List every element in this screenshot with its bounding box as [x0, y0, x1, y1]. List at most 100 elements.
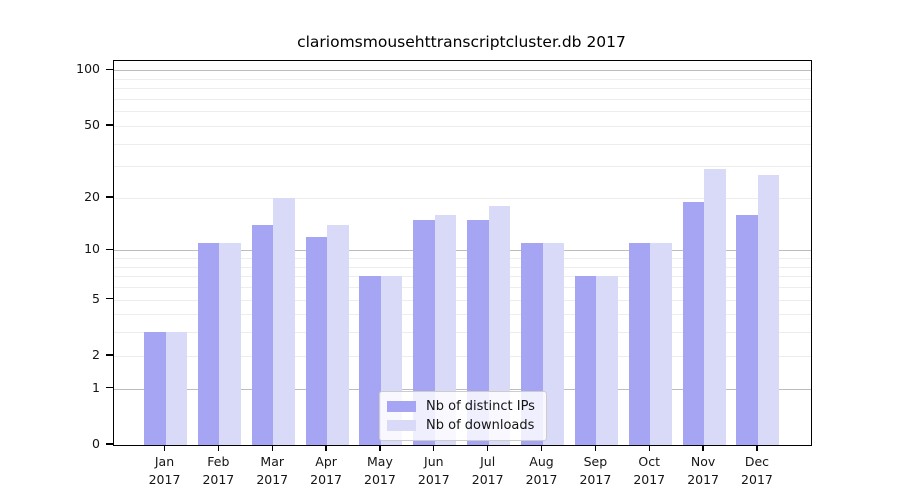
x-tick-month: Aug	[529, 454, 554, 469]
grid-line-minor	[114, 287, 811, 289]
x-tick-month: Nov	[690, 454, 716, 469]
y-axis-tick-label: 1	[92, 379, 100, 395]
x-tick-month: Oct	[638, 454, 661, 469]
bar-distinct-ips-nov	[682, 201, 705, 445]
bar-downloads-sep	[596, 276, 618, 445]
bar-distinct-ips-jul	[467, 219, 489, 445]
x-tick-year: 2017	[364, 472, 396, 487]
grid-line-minor	[114, 266, 811, 268]
x-tick-month: Feb	[207, 454, 230, 469]
x-axis-tick-label: Oct 2017	[617, 453, 681, 489]
grid-line-major	[114, 70, 811, 72]
x-tick-mark	[163, 445, 166, 452]
x-axis-tick-label: Nov 2017	[671, 453, 735, 489]
x-tick-mark	[433, 445, 435, 452]
x-axis-tick-label: Jul 2017	[456, 453, 520, 489]
y-axis-tick-label: 20	[84, 188, 100, 204]
bar-downloads-feb	[219, 243, 241, 445]
x-axis-tick-label: Jan 2017	[133, 453, 197, 489]
bar-downloads-aug	[542, 243, 565, 445]
y-axis-tick-label: 100	[76, 61, 100, 77]
y-tick-mark	[106, 387, 113, 389]
legend-label-distinct-ips: Nb of distinct IPs	[426, 399, 535, 414]
grid-line-minor	[114, 78, 811, 80]
x-tick-year: 2017	[256, 472, 289, 487]
bar-distinct-ips-may	[359, 276, 381, 445]
x-tick-mark	[594, 445, 597, 452]
bar-distinct-ips-sep	[574, 276, 597, 445]
bar-downloads-jan	[165, 332, 187, 445]
x-axis-tick-label: Feb 2017	[186, 453, 250, 489]
x-tick-month: Jun	[424, 454, 444, 469]
y-axis-tick-label: 0	[92, 436, 100, 451]
x-axis-tick-label: Jun 2017	[402, 453, 466, 489]
x-tick-mark	[756, 445, 758, 452]
y-axis-tick-label: 50	[84, 116, 100, 132]
legend-swatch-downloads	[387, 420, 416, 431]
x-tick-year: 2017	[741, 472, 773, 487]
grid-line-minor	[114, 355, 811, 357]
x-tick-year: 2017	[310, 472, 342, 487]
x-tick-month: May	[367, 454, 393, 469]
grid-line-minor	[114, 258, 811, 260]
legend-item-downloads: Nb of downloads	[387, 416, 538, 435]
x-tick-month: Jul	[480, 454, 496, 469]
x-tick-month: Dec	[744, 454, 770, 469]
x-tick-mark	[648, 445, 650, 452]
bar-distinct-ips-apr	[305, 236, 328, 445]
grid-line-minor	[114, 99, 811, 100]
bar-downloads-dec	[757, 174, 780, 445]
grid-line-minor	[114, 125, 811, 127]
grid-line-minor	[114, 143, 811, 145]
grid-line-minor	[114, 276, 811, 278]
x-axis-tick-label: Aug 2017	[510, 453, 574, 489]
x-tick-month: Jan	[154, 454, 175, 469]
y-axis-tick-label: 2	[92, 346, 100, 362]
grid-line-major	[114, 388, 811, 390]
y-tick-mark	[106, 124, 113, 126]
legend-swatch-distinct-ips	[387, 401, 416, 412]
x-tick-year: 2017	[471, 472, 504, 487]
y-tick-mark	[106, 354, 113, 356]
legend: Nb of distinct IPs Nb of downloads	[379, 391, 547, 441]
x-tick-year: 2017	[148, 472, 181, 487]
x-tick-mark	[325, 445, 327, 452]
plot-area	[113, 60, 812, 446]
x-axis-tick-label: Sep 2017	[563, 453, 627, 489]
x-tick-mark	[217, 445, 220, 452]
grid-line-minor	[114, 166, 811, 168]
bar-downloads-nov	[704, 168, 726, 445]
y-axis-tick-label: 5	[92, 290, 100, 306]
x-tick-year: 2017	[633, 472, 666, 487]
x-tick-year: 2017	[579, 472, 612, 487]
y-tick-mark	[106, 68, 113, 71]
x-tick-mark	[271, 445, 273, 452]
x-tick-year: 2017	[202, 472, 235, 487]
y-tick-mark	[106, 196, 113, 198]
x-tick-month: Sep	[583, 454, 608, 469]
bar-distinct-ips-mar	[251, 225, 274, 445]
x-tick-month: Apr	[315, 454, 337, 469]
bar-distinct-ips-feb	[197, 243, 220, 445]
bar-downloads-jun	[434, 215, 457, 445]
grid-line-minor	[114, 111, 811, 113]
grid-line-minor	[114, 314, 811, 316]
y-axis-tick-label: 10	[84, 241, 100, 257]
x-axis-tick-label: Mar 2017	[240, 453, 304, 489]
grid-line-minor	[114, 88, 811, 90]
chart-title: clariomsmousehttranscriptcluster.db 2017	[297, 33, 626, 51]
x-tick-year: 2017	[417, 472, 450, 487]
bar-downloads-jul	[488, 206, 511, 445]
x-tick-month: Mar	[260, 454, 285, 469]
legend-label-downloads: Nb of downloads	[426, 418, 535, 433]
y-tick-mark	[106, 443, 113, 445]
bar-distinct-ips-dec	[736, 215, 758, 445]
x-tick-year: 2017	[687, 472, 719, 487]
x-tick-mark	[486, 445, 489, 452]
grid-line-minor	[114, 197, 811, 199]
bar-distinct-ips-jun	[413, 219, 435, 445]
x-axis-tick-label: Apr 2017	[294, 453, 358, 489]
bar-downloads-apr	[327, 225, 349, 445]
x-axis-tick-label: Dec 2017	[725, 453, 789, 489]
